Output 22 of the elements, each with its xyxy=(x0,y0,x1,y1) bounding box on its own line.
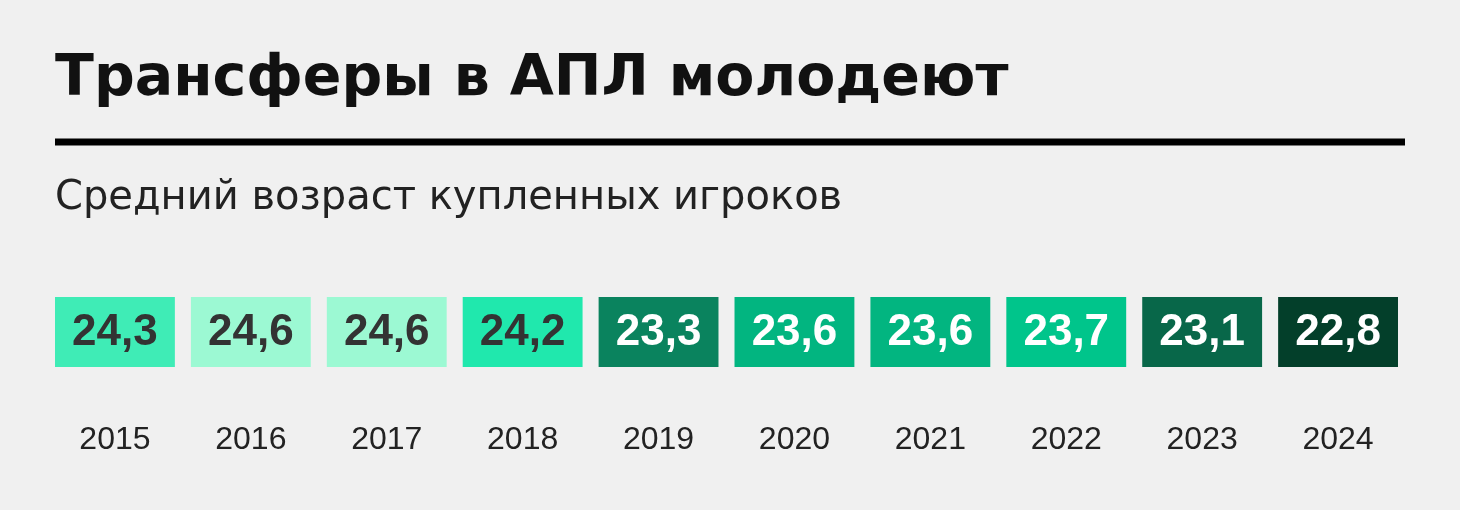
data-label: 23,1 xyxy=(1159,305,1245,354)
x-tick-label: 2021 xyxy=(894,419,966,456)
x-tick-label: 2015 xyxy=(79,419,151,456)
data-label: 23,3 xyxy=(615,305,702,354)
x-tick-label: 2024 xyxy=(1302,419,1374,456)
x-tick-label: 2018 xyxy=(487,419,559,456)
x-tick-label: 2020 xyxy=(758,419,831,456)
data-label: 23,7 xyxy=(1023,305,1110,354)
data-label: 24,6 xyxy=(208,305,294,354)
data-label: 24,6 xyxy=(343,305,430,354)
data-label: 24,2 xyxy=(479,305,566,354)
x-tick-label: 2016 xyxy=(215,419,287,456)
x-tick-label: 2017 xyxy=(351,419,423,456)
data-label: 24,3 xyxy=(72,305,158,354)
x-tick-label: 2019 xyxy=(622,419,695,456)
x-tick-label: 2023 xyxy=(1166,419,1238,456)
data-label: 22,8 xyxy=(1295,305,1381,354)
data-label: 23,6 xyxy=(751,305,838,354)
data-label: 23,6 xyxy=(887,305,974,354)
x-tick-label: 2022 xyxy=(1030,419,1102,456)
chart-subtitle: Средний возраст купленных игроков xyxy=(55,172,843,218)
chart-title: Трансферы в АПЛ молодеют xyxy=(55,42,1009,108)
